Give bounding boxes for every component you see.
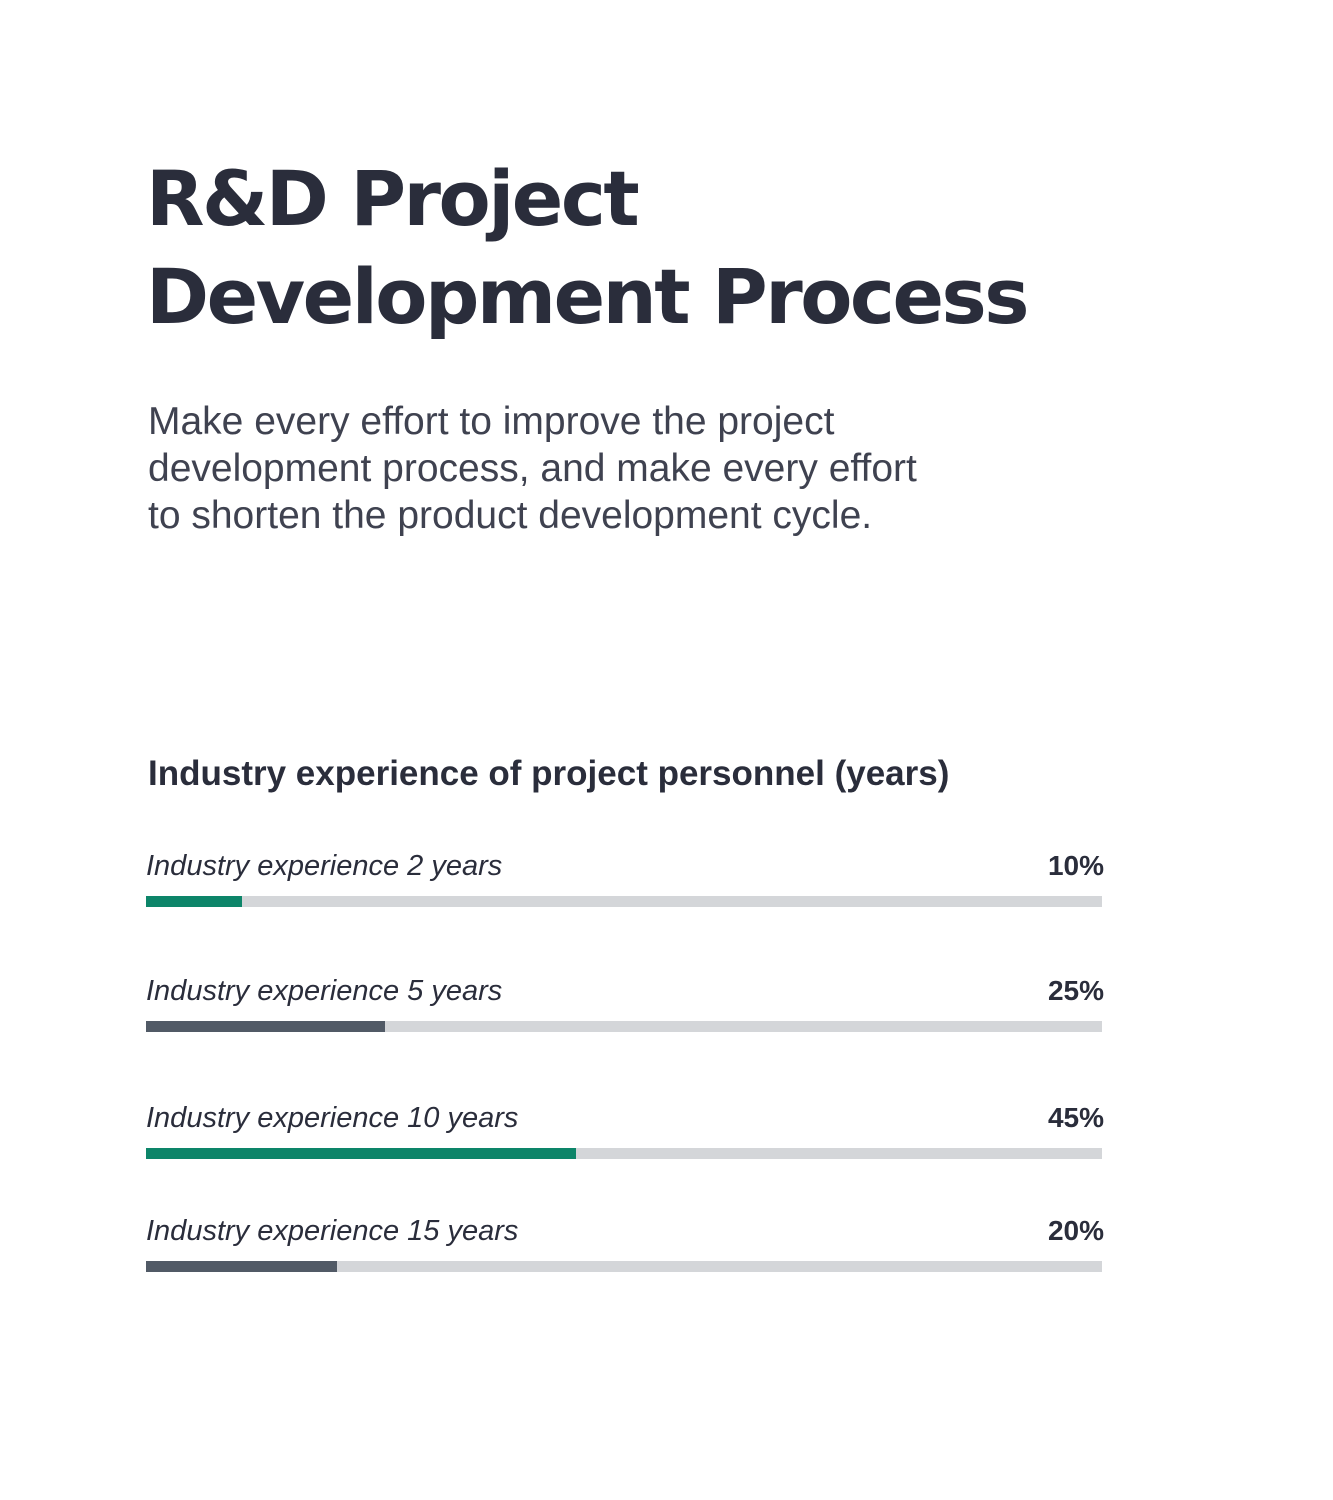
progress-track <box>146 896 1102 907</box>
progress-row-5-years: Industry experience 5 years 25% <box>146 973 1104 1053</box>
progress-label: Industry experience 15 years <box>146 1215 519 1247</box>
progress-fill <box>146 1261 338 1272</box>
intro-paragraph: Make every effort to improve the project… <box>148 398 1008 539</box>
progress-fill <box>146 1148 577 1159</box>
section-heading: Industry experience of project personnel… <box>148 754 950 793</box>
progress-track <box>146 1021 1102 1032</box>
progress-fill <box>146 896 242 907</box>
progress-fill <box>146 1021 385 1032</box>
progress-label: Industry experience 2 years <box>146 850 503 882</box>
page-title-line-2: Development Process <box>146 252 1029 341</box>
progress-value: 20% <box>1047 1215 1104 1246</box>
progress-row-15-years: Industry experience 15 years 20% <box>146 1213 1104 1293</box>
intro-line-1: Make every effort to improve the project <box>148 400 835 443</box>
progress-row-2-years: Industry experience 2 years 10% <box>146 848 1104 928</box>
progress-value: 10% <box>1047 850 1104 881</box>
progress-label: Industry experience 5 years <box>146 975 503 1007</box>
progress-value: 45% <box>1047 1102 1104 1133</box>
intro-line-2: development process, and make every effo… <box>148 447 917 490</box>
progress-label: Industry experience 10 years <box>146 1102 519 1134</box>
page-title: R&D Project Development Process <box>146 150 1146 346</box>
progress-row-10-years: Industry experience 10 years 45% <box>146 1100 1104 1180</box>
intro-line-3: to shorten the product development cycle… <box>148 494 873 537</box>
progress-track <box>146 1148 1102 1159</box>
page-title-line-1: R&D Project <box>146 154 640 243</box>
progress-track <box>146 1261 1102 1272</box>
progress-value: 25% <box>1047 975 1104 1006</box>
